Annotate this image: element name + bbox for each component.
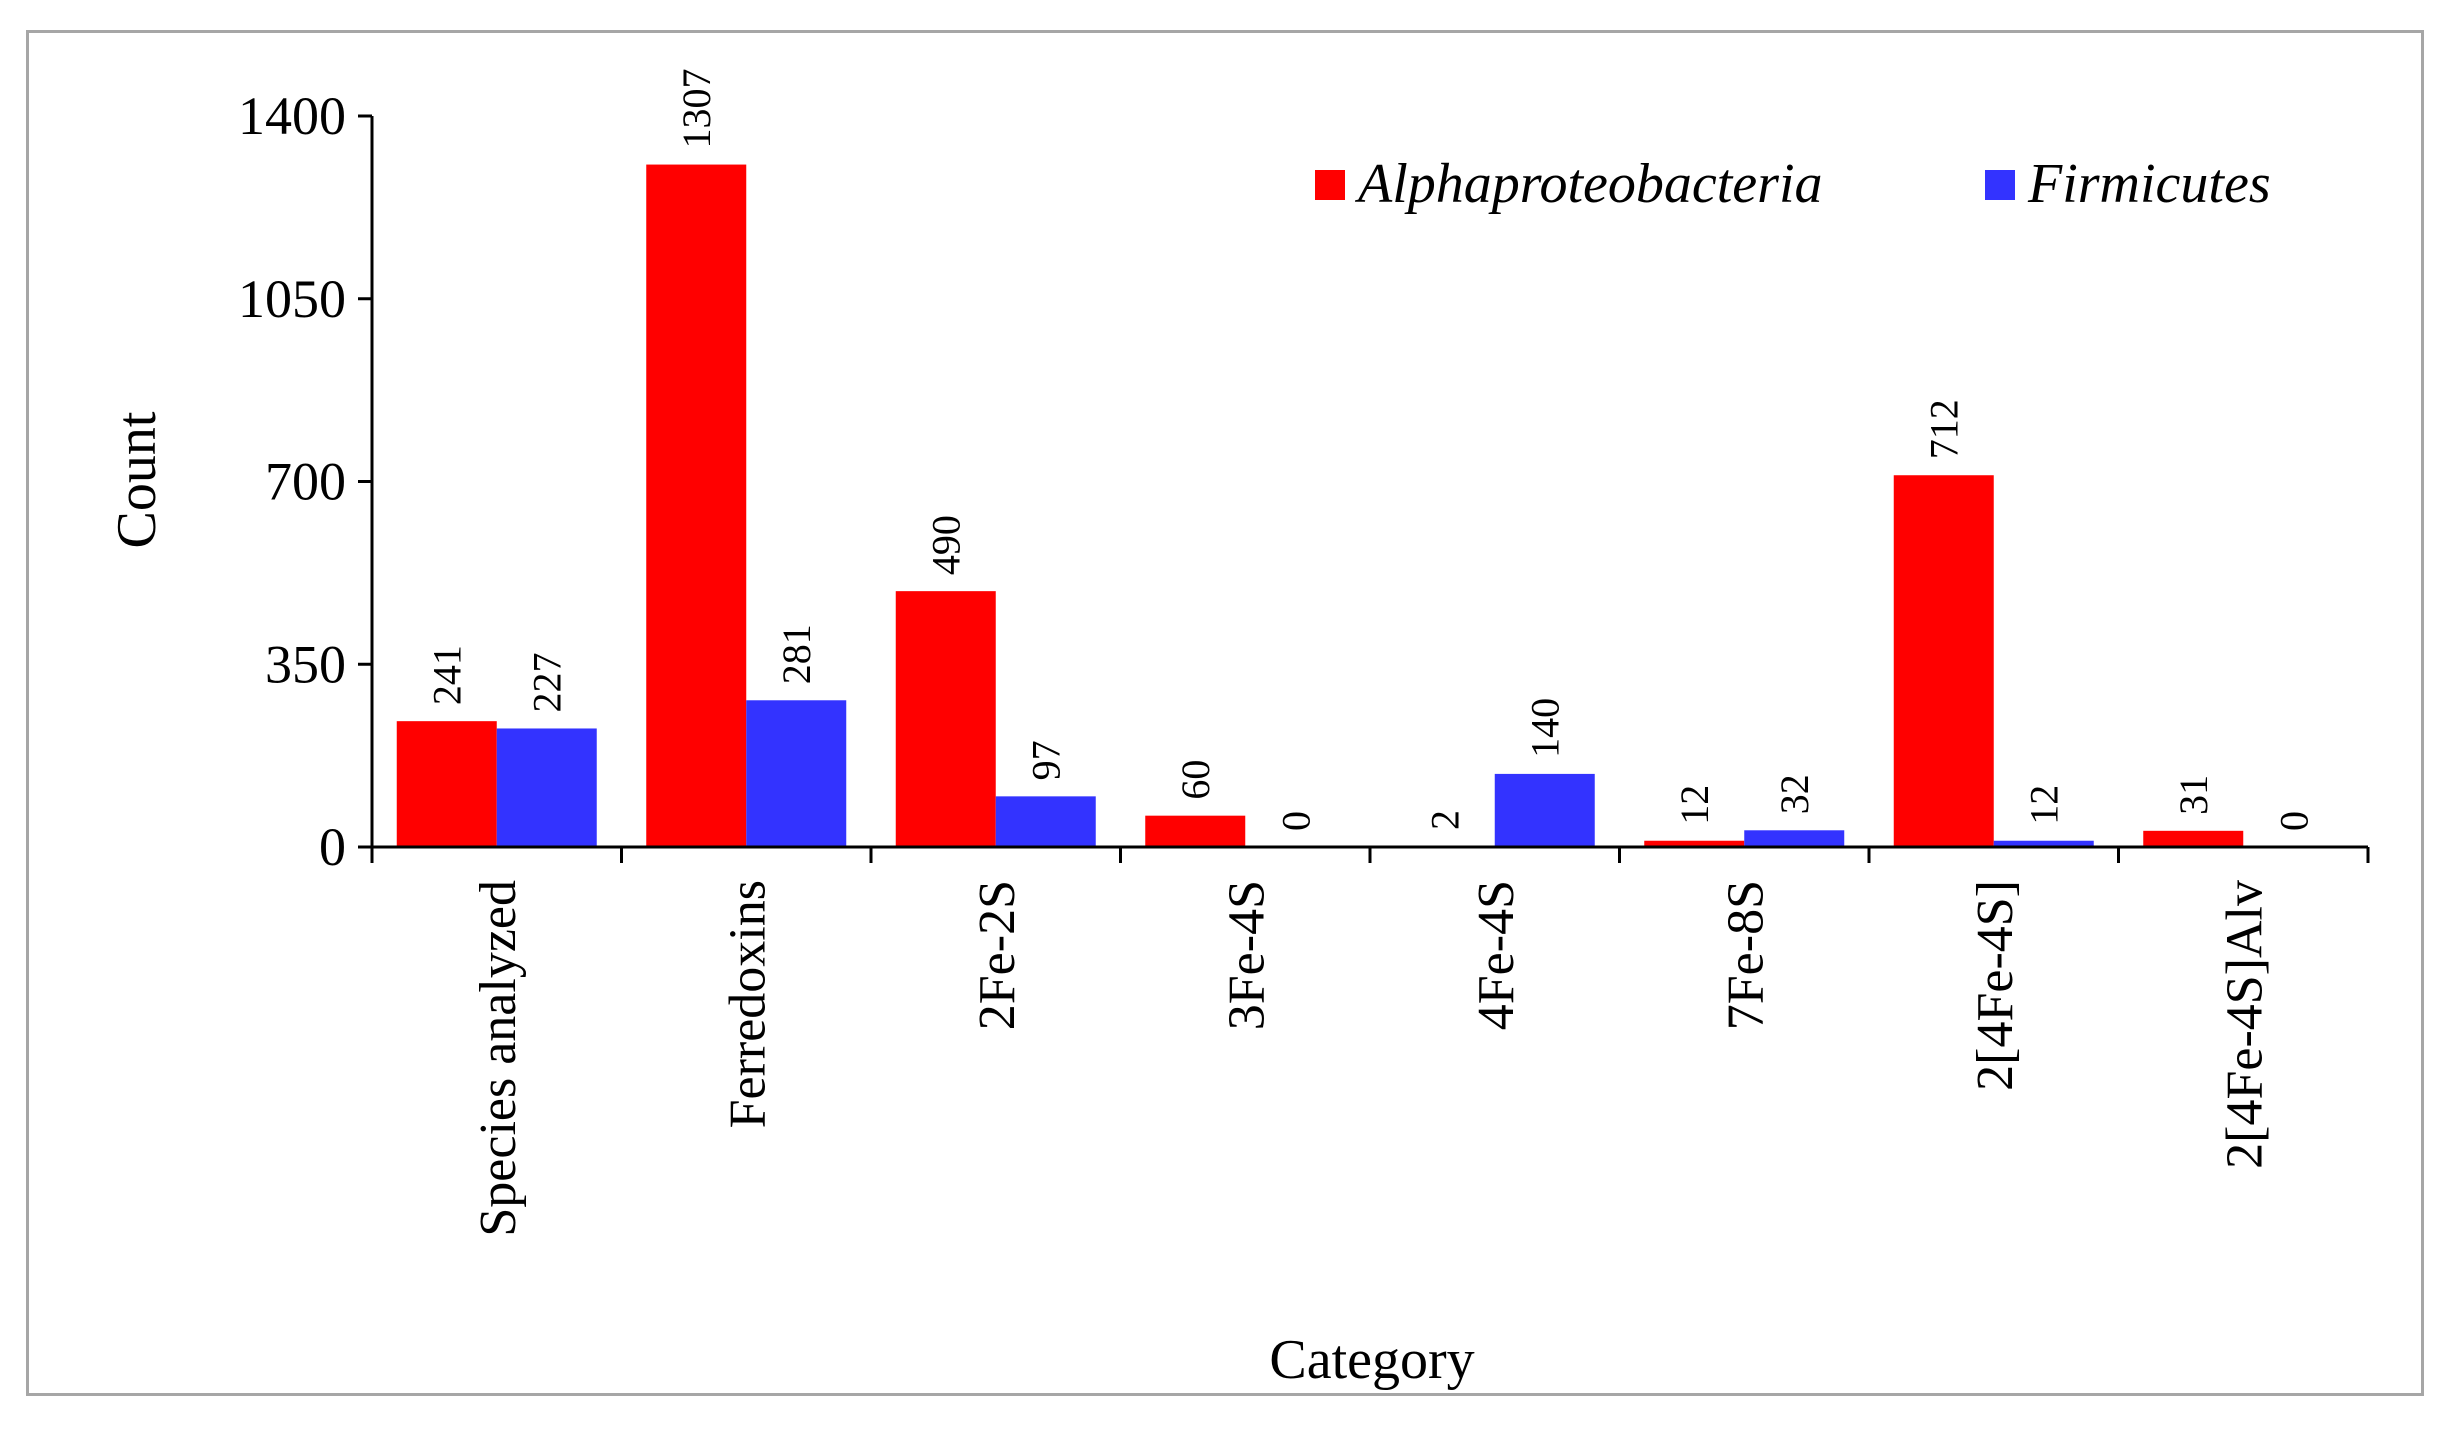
legend-label-firmicutes: Firmicutes <box>2027 153 2271 215</box>
data-label-firmicutes-2fe-2s: 97 <box>1024 740 1069 780</box>
data-label-firmicutes-species-analyzed: 227 <box>525 652 570 712</box>
data-label-alphaproteobacteria-2-4fe-4s: 712 <box>1922 399 1967 459</box>
legend-label-alphaproteobacteria: Alphaproteobacteria <box>1354 153 1823 215</box>
data-label-alphaproteobacteria-ferredoxins: 1307 <box>674 69 719 149</box>
legend-swatch-firmicutes <box>1985 170 2015 200</box>
data-label-firmicutes-ferredoxins: 281 <box>774 624 819 684</box>
chart-frame <box>26 30 2424 1396</box>
labels-layer: 241 227 1307 281 490 97 60 0 2 140 12 32 712 12 31 0 0 35… <box>238 69 2316 1237</box>
y-tick-label-350: 350 <box>265 634 346 694</box>
bar-alphaproteobacteria-3fe-4s <box>1145 815 1246 847</box>
bar-alphaproteobacteria-ferredoxins <box>646 164 747 848</box>
bar-firmicutes-2-4fe-4s <box>1993 840 2094 847</box>
data-label-alphaproteobacteria-2fe-2s: 490 <box>924 515 969 575</box>
x-tick-label-4fe-4s: 4Fe-4S <box>1468 880 1525 1030</box>
data-label-firmicutes-7fe-8s: 32 <box>1772 774 1817 814</box>
x-tick-label-7fe-8s: 7Fe-8S <box>1717 880 1774 1030</box>
bar-firmicutes-ferredoxins <box>746 700 847 847</box>
y-axis-title: Count <box>106 411 168 548</box>
y-tick-label-1050: 1050 <box>238 269 346 329</box>
x-tick-label-2-4fe-4s-alv: 2[4Fe-4S]Alv <box>2216 880 2273 1169</box>
bar-firmicutes-4fe-4s <box>1494 773 1595 847</box>
data-label-firmicutes-2-4fe-4s: 12 <box>2022 785 2067 825</box>
axes-layer <box>358 114 2370 863</box>
data-label-alphaproteobacteria-3fe-4s: 60 <box>1173 760 1218 800</box>
data-label-alphaproteobacteria-2-4fe-4s-alv: 31 <box>2171 775 2216 815</box>
bar-alphaproteobacteria-7fe-8s <box>1644 840 1745 847</box>
bar-alphaproteobacteria-2fe-2s <box>895 591 996 847</box>
data-label-alphaproteobacteria-species-analyzed: 241 <box>425 645 470 705</box>
bar-alphaproteobacteria-species-analyzed <box>396 721 497 847</box>
data-label-alphaproteobacteria-4fe-4s: 2 <box>1423 810 1468 830</box>
bar-firmicutes-2fe-2s <box>995 796 1096 847</box>
bars-layer <box>396 164 2244 848</box>
x-axis-title: Category <box>1269 1329 1474 1391</box>
bar-firmicutes-7fe-8s <box>1744 830 1845 847</box>
y-tick-label-700: 700 <box>265 452 346 512</box>
y-tick-label-1400: 1400 <box>238 86 346 146</box>
bar-alphaproteobacteria-2-4fe-4s-alv <box>2143 830 2244 847</box>
legend-swatch-alphaproteobacteria <box>1315 170 1345 200</box>
x-tick-label-ferredoxins: Ferredoxins <box>719 880 776 1128</box>
x-tick-label-2-4fe-4s: 2[4Fe-4S] <box>1967 880 2024 1091</box>
data-label-firmicutes-2-4fe-4s-alv: 0 <box>2271 811 2316 831</box>
y-tick-label-0: 0 <box>319 817 346 877</box>
x-tick-label-3fe-4s: 3Fe-4S <box>1218 880 1275 1030</box>
x-tick-label-species-analyzed: Species analyzed <box>470 880 527 1237</box>
data-label-alphaproteobacteria-7fe-8s: 12 <box>1672 785 1717 825</box>
bar-firmicutes-species-analyzed <box>496 728 597 847</box>
bar-alphaproteobacteria-2-4fe-4s <box>1893 475 1994 847</box>
x-tick-label-2fe-2s: 2Fe-2S <box>969 880 1026 1030</box>
legend: Alphaproteobacteria Firmicutes <box>1315 153 2271 215</box>
data-label-firmicutes-3fe-4s: 0 <box>1273 811 1318 831</box>
data-label-firmicutes-4fe-4s: 140 <box>1523 698 1568 758</box>
